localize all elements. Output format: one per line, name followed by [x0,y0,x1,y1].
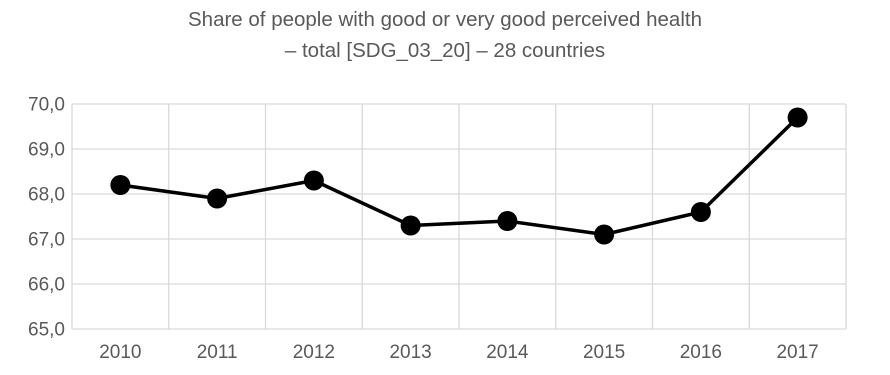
chart-title: Share of people with good or very good p… [0,4,890,66]
x-tick-label: 2013 [389,342,431,363]
y-tick-label: 66,0 [28,275,65,296]
y-tick-label: 67,0 [28,230,65,251]
x-tick-label: 2011 [197,342,238,363]
data-point [303,170,324,191]
y-tick-label: 70,0 [28,95,65,116]
x-gridlines [71,104,847,329]
y-tick-label: 69,0 [28,140,65,161]
chart-title-line-2: – total [SDG_03_20] – 28 countries [284,39,606,62]
x-tick-label: 2015 [583,342,625,363]
chart-title-line-1: Share of people with good or very good p… [188,8,702,31]
data-point [690,202,711,222]
data-point [207,188,228,209]
x-tick-label: 2017 [776,342,818,363]
x-tick-label: 2016 [680,342,722,363]
data-point [400,215,421,236]
y-tick-label: 68,0 [28,185,65,206]
series-layer [110,107,808,245]
x-tick-label: 2014 [486,342,529,363]
data-point [594,224,615,245]
y-tick-label: 65,0 [28,320,65,341]
data-point [497,211,518,231]
data-point [787,107,808,128]
series-line [120,116,799,237]
x-axis-ticks: 2010 2011 2012 2013 2014 2015 2016 2017 [99,342,819,363]
data-point [110,175,131,195]
y-axis-ticks: 65,0 66,0 67,0 68,0 69,0 70,0 [28,95,65,341]
x-tick-label: 2010 [99,342,141,363]
x-tick-label: 2012 [293,342,335,363]
